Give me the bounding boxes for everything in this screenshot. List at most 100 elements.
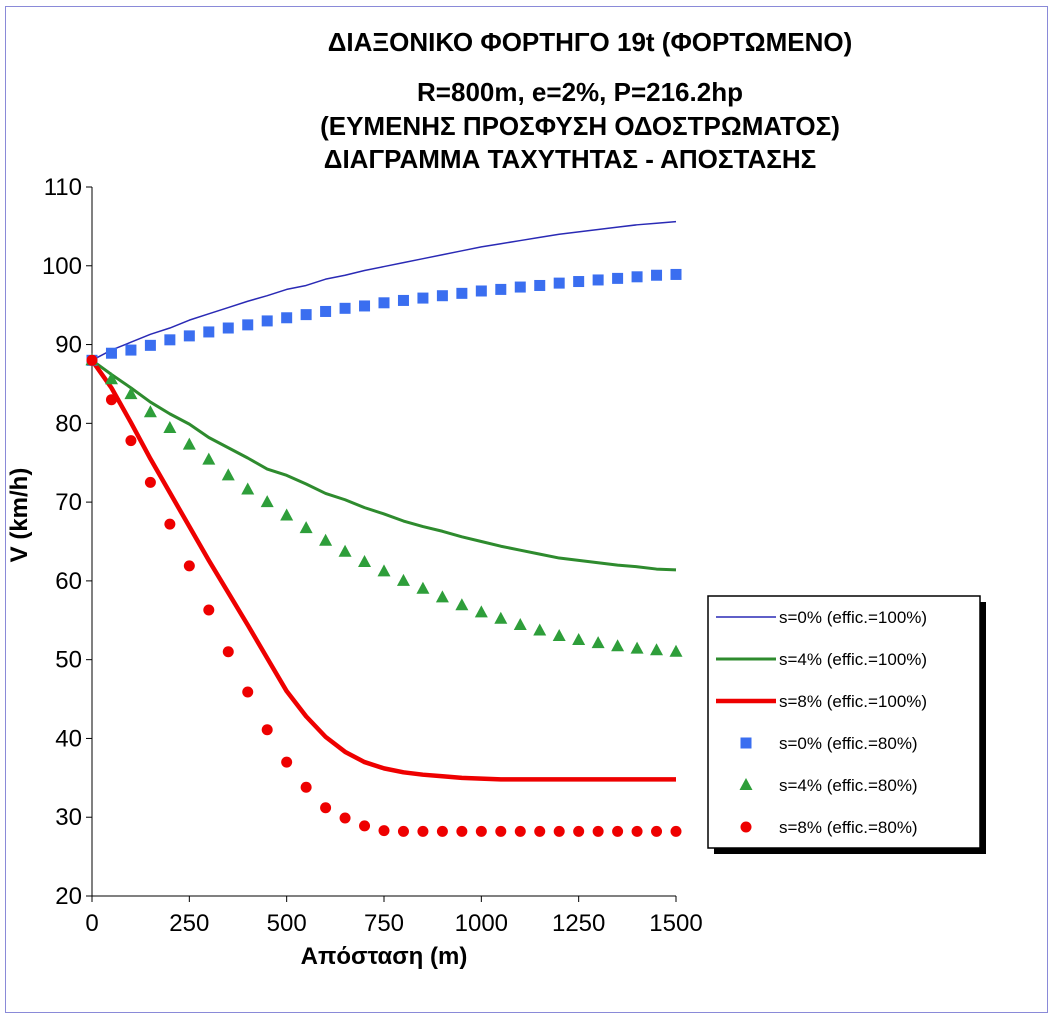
series-line bbox=[91, 359, 677, 572]
data-point bbox=[300, 781, 312, 793]
y-tick-label: 70 bbox=[55, 489, 82, 516]
data-point bbox=[572, 632, 586, 645]
data-point bbox=[612, 272, 624, 284]
legend-label: s=0% (effic.=100%) bbox=[779, 608, 927, 627]
data-point bbox=[202, 452, 216, 465]
data-point bbox=[456, 825, 468, 837]
data-point bbox=[319, 533, 333, 546]
data-point bbox=[203, 604, 215, 616]
data-point bbox=[417, 292, 429, 304]
y-tick-label: 100 bbox=[42, 253, 82, 280]
title-line-4: ΔΙΑΓΡΑΜΜΑ ΤΑΧΥΤΗΤΑΣ - ΑΠΟΣΤΑΣΗΣ bbox=[324, 144, 816, 174]
series-s-8-effic-100 bbox=[90, 359, 676, 782]
data-point bbox=[514, 281, 526, 293]
data-point bbox=[281, 756, 293, 768]
legend: s=0% (effic.=100%) s=4% (effic.=100%) s=8%… bbox=[707, 595, 986, 854]
data-point bbox=[495, 283, 507, 295]
data-point bbox=[261, 315, 273, 327]
data-point bbox=[124, 387, 138, 400]
x-tick-label: 500 bbox=[267, 910, 307, 937]
data-point bbox=[553, 277, 565, 289]
data-point bbox=[651, 825, 663, 837]
data-point bbox=[396, 573, 410, 586]
legend-swatch bbox=[739, 778, 753, 790]
data-point bbox=[281, 312, 293, 324]
title-line-3: (ΕΥΜΕΝΗΣ ΠΡΟΣΦΥΣΗ ΟΔΟΣΤΡΩΜΑΤΟΣ) bbox=[320, 111, 840, 141]
data-point bbox=[612, 825, 624, 837]
data-point bbox=[436, 825, 448, 837]
data-point bbox=[280, 508, 294, 521]
data-point bbox=[143, 405, 157, 418]
y-axis-label: V (km/h) bbox=[6, 468, 33, 563]
x-tick-label: 0 bbox=[85, 910, 98, 937]
data-point bbox=[573, 825, 585, 837]
data-point bbox=[378, 297, 390, 309]
legend-item: s=0% (effic.=80%) bbox=[740, 734, 918, 753]
series-line bbox=[90, 359, 676, 782]
y-tick-label: 30 bbox=[55, 804, 82, 831]
data-point bbox=[261, 724, 273, 736]
chart-title: ΔΙΑΞΟΝΙΚΟ ΦΟΡΤΗΓΟ 19t (ΦΟΡΤΩΜΕΝΟ) R=800m… bbox=[320, 27, 852, 174]
data-point bbox=[299, 521, 313, 534]
data-point bbox=[86, 354, 98, 366]
data-point bbox=[221, 468, 235, 481]
data-point bbox=[105, 347, 117, 359]
data-point bbox=[592, 274, 604, 286]
legend-label: s=8% (effic.=100%) bbox=[779, 692, 927, 711]
y-tick-label: 20 bbox=[55, 883, 82, 910]
legend-box bbox=[707, 595, 981, 849]
data-point bbox=[630, 641, 644, 654]
data-point bbox=[670, 268, 682, 280]
data-point bbox=[592, 825, 604, 837]
series-line bbox=[91, 220, 677, 361]
legend-label: s=4% (effic.=100%) bbox=[779, 650, 927, 669]
x-tick-label: 1000 bbox=[455, 910, 508, 937]
data-point bbox=[573, 276, 585, 288]
legend-swatch bbox=[740, 737, 752, 749]
data-point bbox=[125, 435, 137, 447]
data-point bbox=[397, 825, 409, 837]
data-point bbox=[377, 564, 391, 577]
data-point bbox=[533, 623, 547, 636]
data-point bbox=[436, 290, 448, 302]
data-point bbox=[183, 560, 195, 572]
data-point bbox=[650, 643, 664, 656]
data-point bbox=[164, 518, 176, 530]
legend-label: s=4% (effic.=80%) bbox=[779, 776, 918, 795]
data-point bbox=[456, 287, 468, 299]
data-point bbox=[591, 636, 605, 649]
data-point bbox=[631, 825, 643, 837]
series-s-4-effic-80 bbox=[85, 353, 683, 657]
data-point bbox=[241, 482, 255, 495]
data-point bbox=[553, 825, 565, 837]
data-point bbox=[105, 394, 117, 406]
data-point bbox=[611, 639, 625, 652]
x-ticks: 0 250 500 750 1000 1250 1500 bbox=[85, 896, 703, 937]
legend-label: s=8% (effic.=80%) bbox=[779, 818, 918, 837]
data-point bbox=[338, 544, 352, 557]
data-point bbox=[339, 302, 351, 314]
data-point bbox=[670, 825, 682, 837]
data-point bbox=[144, 476, 156, 488]
data-point bbox=[242, 319, 254, 331]
y-tick-label: 60 bbox=[55, 568, 82, 595]
data-point bbox=[320, 802, 332, 814]
data-point bbox=[203, 326, 215, 338]
data-point bbox=[222, 322, 234, 334]
data-point bbox=[534, 279, 546, 291]
data-point bbox=[320, 305, 332, 317]
data-point bbox=[397, 294, 409, 306]
legend-items: s=0% (effic.=100%) s=4% (effic.=100%) s=8%… bbox=[716, 608, 927, 837]
x-tick-label: 1250 bbox=[552, 910, 605, 937]
y-ticks: 20 30 40 50 60 70 80 90 100 110 bbox=[42, 174, 92, 910]
y-tick-label: 110 bbox=[44, 174, 82, 201]
data-point bbox=[359, 300, 371, 312]
y-tick-label: 50 bbox=[55, 647, 82, 674]
x-tick-label: 250 bbox=[169, 910, 209, 937]
data-point bbox=[534, 825, 546, 837]
data-point bbox=[494, 611, 508, 624]
legend-item: s=4% (effic.=100%) bbox=[716, 650, 927, 669]
series-s-8-effic-80 bbox=[86, 354, 682, 837]
title-line-1: ΔΙΑΞΟΝΙΚΟ ΦΟΡΤΗΓΟ 19t (ΦΟΡΤΩΜΕΝΟ) bbox=[328, 27, 853, 57]
